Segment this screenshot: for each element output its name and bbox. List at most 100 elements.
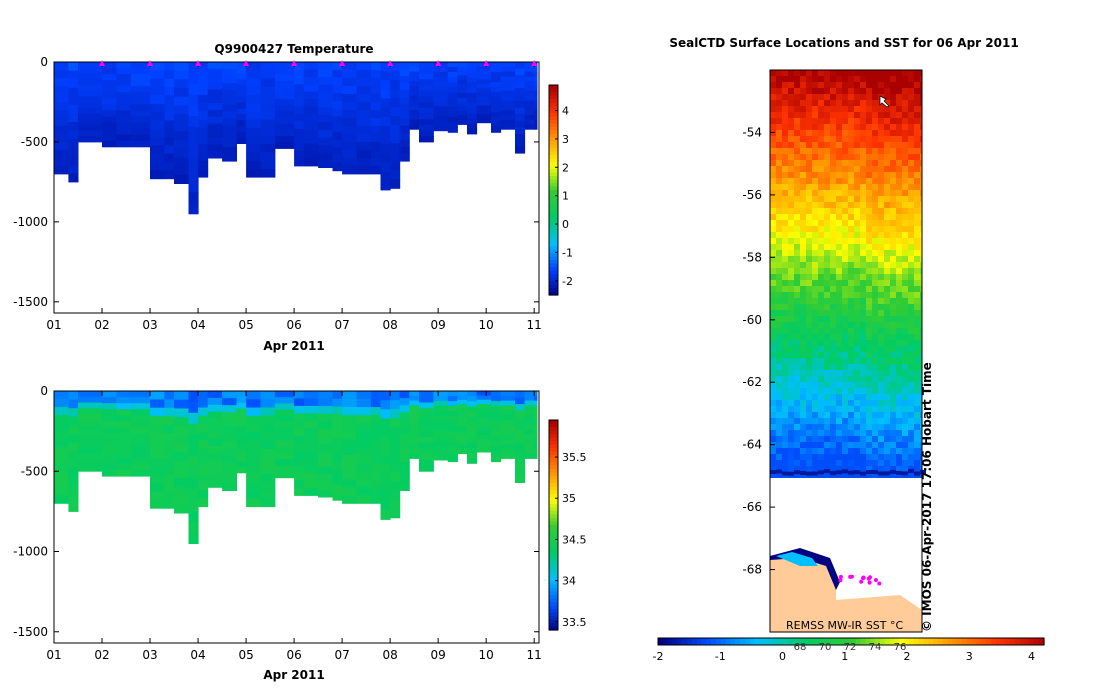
sst-cell [824, 430, 830, 436]
temperature-profile-cell [356, 94, 372, 103]
sst-cell [920, 298, 922, 304]
sst-cell [866, 244, 872, 250]
sst-cell [914, 100, 920, 106]
sst-cell [806, 322, 812, 328]
salinity-profile-cell [54, 399, 69, 408]
sst-cell [890, 400, 896, 406]
temperature-profile-cell [524, 105, 535, 111]
salinity-profile-cell [150, 441, 165, 451]
sst-cell [884, 166, 890, 172]
salinity-profile-cell [54, 431, 69, 440]
temperature-profile-cell [318, 77, 333, 86]
salinity-profile-cell [447, 436, 458, 442]
temperature-profile-cell [433, 62, 449, 68]
sst-cell [878, 316, 884, 322]
salinity-profile-cell [399, 405, 410, 413]
sst-cell [896, 208, 902, 214]
sst-cell [902, 250, 908, 256]
sst-cell [806, 196, 812, 202]
sst-cell [800, 196, 806, 202]
sst-cell [890, 244, 896, 250]
salinity-profile-cell [457, 408, 468, 414]
sst-cell [866, 82, 872, 88]
sst-cell [902, 322, 908, 328]
sst-cell [896, 406, 902, 412]
sst-cell [794, 286, 800, 292]
temperature-profile-cell [457, 79, 468, 85]
sst-cell [830, 406, 836, 412]
temperature-profile-cell [370, 133, 381, 143]
sst-cell [884, 412, 890, 418]
sst-colorbar-segment [1039, 638, 1045, 645]
sst-cell [902, 88, 908, 94]
salinity-profile-cell [164, 391, 175, 400]
temperature-profile-cell [274, 92, 295, 100]
sst-cell [800, 442, 806, 448]
temperature-profile-cell [332, 162, 343, 172]
sst-cell [884, 292, 890, 298]
sst-cell [806, 334, 812, 340]
salinity-colorbar-segment [549, 507, 558, 512]
temperature-profile-cell [380, 162, 391, 173]
sst-cell [806, 280, 812, 286]
temperature-profile-cell [260, 78, 276, 88]
sst-cell [842, 232, 848, 238]
salinity-colorbar-segment [549, 598, 558, 603]
temperature-profile-cell [260, 160, 276, 170]
temperature-profile-cell [356, 157, 372, 167]
sst-cell [914, 280, 920, 286]
sst-cell [896, 88, 902, 94]
sst-cell [806, 358, 812, 364]
salinity-profile-cell [164, 499, 175, 509]
sst-colorbar-segment [658, 638, 664, 645]
salinity-profile-cell [78, 454, 103, 461]
sst-cell [878, 268, 884, 274]
sst-cell [854, 172, 860, 178]
sst-cell [770, 376, 776, 382]
sst-cell [878, 418, 884, 424]
sst-cell [854, 358, 860, 364]
salinity-profile-cell [534, 453, 538, 459]
sst-cell [896, 190, 902, 196]
salinity-profile-cell [390, 481, 401, 492]
temperature-profile-cell [476, 118, 492, 124]
sst-cell [848, 214, 854, 220]
sst-cell [812, 424, 818, 430]
sst-cell [842, 310, 848, 316]
sst-cell [776, 178, 782, 184]
temperature-colorbar-segment [549, 92, 558, 97]
salinity-profile-cell [399, 476, 410, 484]
sst-cell [818, 208, 824, 214]
temperature-profile-cell [447, 102, 458, 108]
salinity-colorbar-segment [549, 560, 558, 565]
sst-cell [908, 136, 914, 142]
sst-cell [890, 382, 896, 388]
sst-cell [818, 166, 824, 172]
sst-cell [872, 190, 878, 196]
sst-cell [794, 196, 800, 202]
salinity-profile-cell [491, 411, 502, 417]
sst-cell [800, 316, 806, 322]
sst-cell [884, 352, 890, 358]
sst-cell [842, 370, 848, 376]
sst-colorbar-segment [957, 638, 963, 645]
sst-colorbar-segment [981, 638, 987, 645]
sst-cell [776, 304, 782, 310]
sst-cell [872, 148, 878, 154]
sst-cell [836, 418, 842, 424]
sst-cell [812, 292, 818, 298]
sst-cell [854, 262, 860, 268]
sst-cell [770, 262, 776, 268]
salinity-profile-cell [342, 479, 357, 488]
sst-cell [866, 376, 872, 382]
salinity-profile-cell [491, 396, 502, 402]
sst-cell [848, 448, 854, 454]
salinity-profile-cell [370, 439, 381, 448]
sst-cell [854, 82, 860, 88]
sst-cell [830, 466, 836, 472]
temperature-profile-cell [294, 136, 305, 145]
sst-cell [848, 250, 854, 256]
sst-cell [854, 328, 860, 334]
sst-cell [908, 298, 914, 304]
sst-cell [824, 226, 830, 232]
